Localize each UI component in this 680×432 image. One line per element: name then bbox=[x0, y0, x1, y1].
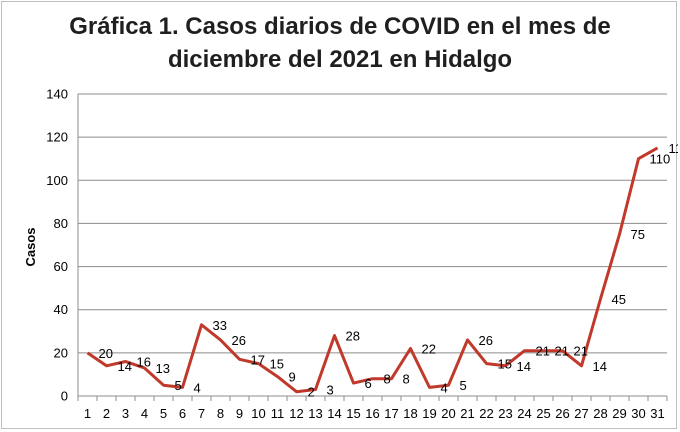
data-label: 3 bbox=[327, 383, 334, 398]
data-label: 16 bbox=[137, 354, 151, 369]
chart-title: Gráfica 1. Casos diarios de COVID en el … bbox=[2, 10, 678, 76]
y-tick-label: 0 bbox=[61, 389, 68, 404]
y-tick-label: 60 bbox=[54, 259, 68, 274]
data-label: 115 bbox=[669, 141, 679, 156]
x-tick-label: 31 bbox=[650, 406, 664, 421]
x-tick-label: 8 bbox=[217, 406, 224, 421]
x-tick-label: 30 bbox=[631, 406, 645, 421]
data-label: 110 bbox=[650, 152, 671, 167]
data-label: 75 bbox=[631, 227, 645, 242]
x-tick-label: 10 bbox=[251, 406, 265, 421]
data-label: 26 bbox=[479, 333, 493, 348]
x-tick-label: 21 bbox=[460, 406, 474, 421]
data-label: 21 bbox=[574, 344, 588, 359]
data-label: 21 bbox=[536, 344, 550, 359]
data-label: 22 bbox=[422, 342, 436, 357]
x-tick-label: 15 bbox=[346, 406, 360, 421]
y-tick-label: 100 bbox=[46, 173, 68, 188]
grid-layer bbox=[78, 93, 667, 354]
y-tick-label: 80 bbox=[54, 216, 68, 231]
data-label: 14 bbox=[593, 359, 607, 374]
data-label: 17 bbox=[251, 352, 265, 367]
x-tick-label: 11 bbox=[271, 406, 285, 421]
x-tick-label: 28 bbox=[593, 406, 607, 421]
chart-title-line-1: Gráfica 1. Casos diarios de COVID en el … bbox=[69, 13, 611, 40]
data-label: 6 bbox=[365, 376, 372, 391]
series-layer bbox=[86, 146, 659, 394]
data-label: 8 bbox=[384, 372, 391, 387]
x-tick-label: 25 bbox=[536, 406, 550, 421]
x-tick-label: 24 bbox=[517, 406, 531, 421]
data-label: 5 bbox=[460, 378, 467, 393]
data-label: 26 bbox=[232, 333, 246, 348]
data-label: 21 bbox=[555, 344, 569, 359]
y-axis-label: Casos bbox=[23, 227, 38, 266]
y-tick-label: 40 bbox=[54, 302, 68, 317]
x-tick-label: 6 bbox=[179, 406, 186, 421]
y-tick-label: 140 bbox=[46, 87, 68, 102]
data-label: 14 bbox=[517, 359, 531, 374]
data-label: 45 bbox=[612, 292, 626, 307]
x-tick-label: 5 bbox=[160, 406, 167, 421]
data-label: 5 bbox=[175, 378, 182, 393]
data-label: 2 bbox=[308, 385, 315, 400]
data-label: 13 bbox=[156, 361, 170, 376]
x-tick-label: 23 bbox=[498, 406, 512, 421]
x-tick-label: 9 bbox=[236, 406, 243, 421]
x-tick-label: 26 bbox=[555, 406, 569, 421]
x-tick-label: 14 bbox=[327, 406, 341, 421]
data-label: 15 bbox=[498, 357, 512, 372]
x-tick-label: 27 bbox=[574, 406, 588, 421]
data-label: 4 bbox=[441, 380, 448, 395]
x-tick-label: 4 bbox=[141, 406, 148, 421]
y-tick-label: 20 bbox=[54, 345, 68, 360]
data-label: 15 bbox=[270, 357, 284, 372]
x-tick-label: 13 bbox=[308, 406, 322, 421]
x-tick-label: 7 bbox=[198, 406, 205, 421]
x-tick-label: 29 bbox=[612, 406, 626, 421]
x-tick-label: 3 bbox=[122, 406, 129, 421]
x-tick-label: 2 bbox=[103, 406, 110, 421]
data-label: 8 bbox=[403, 372, 410, 387]
x-tick-label: 19 bbox=[422, 406, 436, 421]
x-tick-label: 18 bbox=[403, 406, 417, 421]
data-label: 20 bbox=[99, 346, 113, 361]
data-label: 33 bbox=[213, 318, 227, 333]
y-tick-label: 120 bbox=[46, 130, 68, 145]
data-label: 28 bbox=[346, 329, 360, 344]
x-tick-label: 1 bbox=[84, 406, 91, 421]
chart-title-line-2: diciembre del 2021 en Hidalgo bbox=[167, 46, 513, 73]
x-tick-label: 22 bbox=[479, 406, 493, 421]
series-line bbox=[86, 146, 659, 394]
x-tick-label: 17 bbox=[384, 406, 398, 421]
data-label: 14 bbox=[118, 359, 132, 374]
x-tick-label: 16 bbox=[365, 406, 379, 421]
data-label: 4 bbox=[194, 380, 201, 395]
x-tick-label: 20 bbox=[441, 406, 455, 421]
x-tick-label: 12 bbox=[289, 406, 303, 421]
data-label: 9 bbox=[289, 370, 296, 385]
